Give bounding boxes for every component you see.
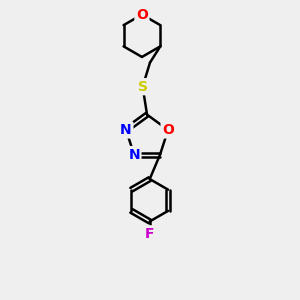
Text: O: O [136,8,148,22]
Text: O: O [162,123,174,137]
Text: N: N [120,123,132,137]
Text: F: F [145,227,154,241]
Text: S: S [138,80,148,94]
Text: N: N [128,148,140,162]
